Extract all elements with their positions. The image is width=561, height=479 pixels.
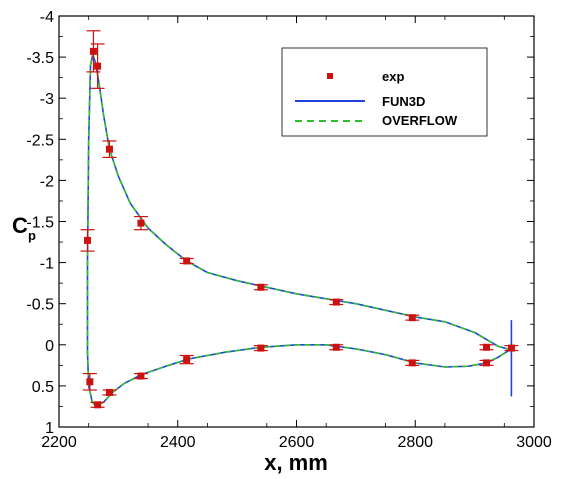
x-tick-label: 2600	[279, 434, 315, 451]
exp-marker	[89, 47, 97, 55]
exp-marker	[507, 344, 515, 352]
exp-point	[90, 43, 105, 89]
exp-point	[133, 215, 148, 231]
series-line-overflow	[86, 53, 512, 407]
exp-point	[80, 229, 95, 252]
y-tick-label: -2.5	[26, 132, 54, 149]
y-tick-label: -1	[40, 256, 54, 273]
exp-point	[479, 359, 494, 367]
exp-marker	[332, 298, 340, 306]
x-tick-label: 3000	[516, 434, 552, 451]
y-tick-label: -0.5	[26, 297, 54, 314]
axis-ticks: 2200 2400 2600 2800 3000 -4 -3.5 -3 -2.5 -2 -1.5 -1…	[26, 9, 551, 451]
y-tick-label: 0	[45, 338, 54, 355]
legend-label-fun3d: FUN3D	[382, 94, 425, 109]
exp-point	[329, 343, 344, 351]
exp-marker	[257, 283, 265, 291]
x-axis-label: x, mm	[264, 450, 328, 475]
exp-marker	[137, 372, 145, 380]
exp-marker	[94, 401, 102, 409]
exp-point	[102, 140, 117, 158]
exp-marker	[84, 236, 91, 244]
x-tick-label: 2200	[41, 434, 77, 451]
exp-marker	[408, 359, 416, 367]
exp-point	[253, 344, 268, 352]
exp-marker	[257, 344, 265, 352]
exp-marker	[94, 62, 102, 70]
exp-marker	[483, 343, 490, 351]
exp-marker	[86, 378, 94, 386]
y-tick-label: -3.5	[26, 50, 54, 67]
exp-point	[479, 343, 494, 351]
y-axis-label: C	[12, 213, 28, 238]
y-tick-label: -3	[40, 91, 54, 108]
y-tick-label: -1.5	[26, 215, 54, 232]
y-tick-label: -2	[40, 173, 54, 190]
exp-point	[405, 314, 420, 322]
x-tick-label: 2400	[160, 434, 196, 451]
y-axis-label-subscript: p	[28, 228, 36, 243]
exp-marker	[183, 356, 191, 364]
legend-label-overflow: OVERFLOW	[382, 113, 458, 128]
exp-point	[133, 372, 148, 380]
legend-box	[281, 47, 488, 137]
exp-point	[102, 388, 117, 396]
legend-marker-exp	[327, 73, 333, 79]
y-axis-title: C p	[12, 213, 36, 243]
exp-point	[179, 257, 194, 265]
legend: exp FUN3D OVERFLOW	[281, 47, 488, 137]
exp-point	[82, 372, 97, 391]
plot-content	[80, 30, 519, 409]
exp-marker	[332, 343, 340, 351]
exp-marker	[183, 257, 191, 265]
x-tick-label: 2800	[397, 434, 433, 451]
exp-marker	[483, 359, 490, 367]
legend-label-exp: exp	[382, 69, 404, 84]
exp-point	[90, 401, 105, 409]
exp-point	[405, 359, 420, 367]
exp-marker	[137, 219, 145, 227]
exp-marker	[408, 314, 416, 322]
y-tick-label: 0.5	[32, 379, 54, 396]
exp-marker	[105, 145, 113, 153]
exp-point	[329, 298, 344, 306]
exp-point	[179, 354, 194, 365]
exp-point	[504, 344, 519, 352]
exp-marker	[105, 388, 113, 396]
y-tick-label: -4	[40, 9, 54, 26]
exp-point	[253, 283, 268, 291]
y-tick-label: 1	[45, 420, 54, 437]
